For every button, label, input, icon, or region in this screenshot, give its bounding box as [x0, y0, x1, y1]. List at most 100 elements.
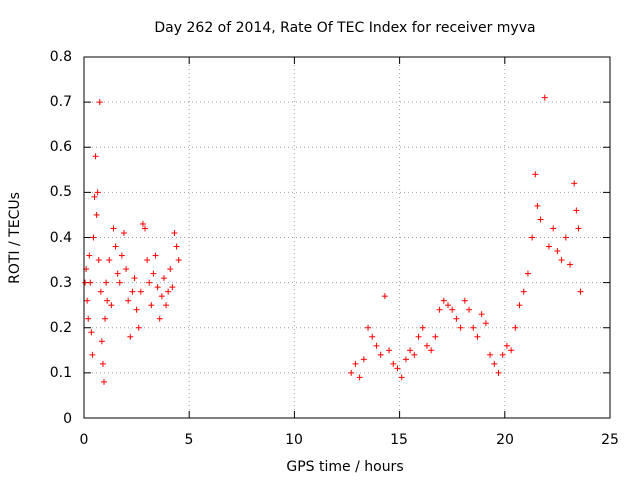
- data-point: [118, 252, 125, 259]
- data-point: [402, 356, 409, 363]
- y-tick-label: 0: [63, 411, 72, 427]
- x-tick-label: 15: [390, 432, 408, 448]
- chart-title: Day 262 of 2014, Rate Of TEC Index for r…: [154, 20, 535, 36]
- data-point: [173, 243, 180, 250]
- y-tick-label: 0.3: [50, 275, 72, 291]
- x-tick-label: 25: [601, 432, 619, 448]
- data-point: [482, 320, 489, 327]
- data-point: [165, 288, 172, 295]
- y-tick-label: 0.1: [50, 365, 72, 381]
- y-tick-label: 0.6: [50, 139, 72, 155]
- data-point: [131, 275, 138, 282]
- data-point: [94, 189, 101, 196]
- data-point: [175, 257, 182, 264]
- data-point: [550, 225, 557, 232]
- data-point: [577, 288, 584, 295]
- data-point: [470, 324, 477, 331]
- data-point: [352, 360, 359, 367]
- y-tick-label: 0.7: [50, 94, 72, 110]
- data-point: [108, 302, 115, 309]
- data-point: [449, 306, 456, 313]
- data-point: [158, 293, 165, 300]
- data-point: [573, 207, 580, 214]
- data-point: [116, 279, 123, 286]
- data-point: [428, 347, 435, 354]
- data-point: [516, 302, 523, 309]
- grid-lines: [84, 57, 610, 418]
- data-point: [171, 229, 178, 236]
- data-point: [86, 252, 93, 259]
- data-point: [150, 270, 157, 277]
- data-point: [139, 220, 146, 227]
- data-point: [440, 297, 447, 304]
- y-tick-labels: 0 0.1 0.2 0.3 0.4 0.5 0.6 0.7 0.8: [50, 49, 72, 427]
- data-point: [135, 324, 142, 331]
- data-point: [97, 288, 104, 295]
- data-point: [398, 374, 405, 381]
- data-point: [360, 356, 367, 363]
- data-point: [148, 302, 155, 309]
- data-point: [146, 279, 153, 286]
- data-point: [415, 333, 422, 340]
- data-point: [125, 297, 132, 304]
- data-point: [169, 284, 176, 291]
- data-point: [85, 315, 92, 322]
- data-point: [95, 257, 102, 264]
- data-point: [156, 315, 163, 322]
- data-point: [571, 180, 578, 187]
- y-tick-label: 0.5: [50, 184, 72, 200]
- data-point: [466, 306, 473, 313]
- y-tick-label: 0.8: [50, 49, 72, 65]
- data-point: [365, 324, 372, 331]
- data-point: [541, 94, 548, 101]
- data-point: [575, 225, 582, 232]
- data-point: [120, 229, 127, 236]
- data-point: [567, 261, 574, 268]
- data-point: [89, 351, 96, 358]
- data-point: [98, 338, 105, 345]
- data-point: [537, 216, 544, 223]
- data-point: [432, 333, 439, 340]
- data-point: [373, 342, 380, 349]
- data-point: [102, 315, 109, 322]
- data-point: [133, 306, 140, 313]
- data-point: [154, 284, 161, 291]
- data-point: [419, 324, 426, 331]
- data-point: [100, 378, 107, 385]
- plot-frame: [83, 56, 611, 419]
- data-point: [512, 324, 519, 331]
- x-axis-label: GPS time / hours: [286, 459, 403, 475]
- data-point: [88, 329, 95, 336]
- data-point: [534, 202, 541, 209]
- x-tick-labels: 0 5 10 15 20 25: [80, 432, 619, 448]
- data-point: [386, 347, 393, 354]
- data-point: [369, 333, 376, 340]
- data-point: [390, 360, 397, 367]
- data-point: [110, 225, 117, 232]
- data-point: [82, 279, 89, 286]
- data-point: [457, 324, 464, 331]
- data-point: [137, 288, 144, 295]
- x-tick-label: 5: [185, 432, 194, 448]
- y-axis-label: ROTI / TECUs: [7, 192, 23, 284]
- data-point: [499, 351, 506, 358]
- data-point: [491, 360, 498, 367]
- data-point: [93, 211, 100, 218]
- data-point: [163, 302, 170, 309]
- data-point: [394, 365, 401, 372]
- data-point: [453, 315, 460, 322]
- data-point: [103, 279, 110, 286]
- data-point: [554, 248, 561, 255]
- data-points: [82, 94, 584, 385]
- data-point: [87, 279, 94, 286]
- data-point: [381, 293, 388, 300]
- data-point: [524, 270, 531, 277]
- data-point: [123, 266, 130, 273]
- data-point: [160, 275, 167, 282]
- x-tick-label: 20: [496, 432, 514, 448]
- data-point: [127, 333, 134, 340]
- data-point: [478, 311, 485, 318]
- data-point: [529, 234, 536, 241]
- data-point: [356, 374, 363, 381]
